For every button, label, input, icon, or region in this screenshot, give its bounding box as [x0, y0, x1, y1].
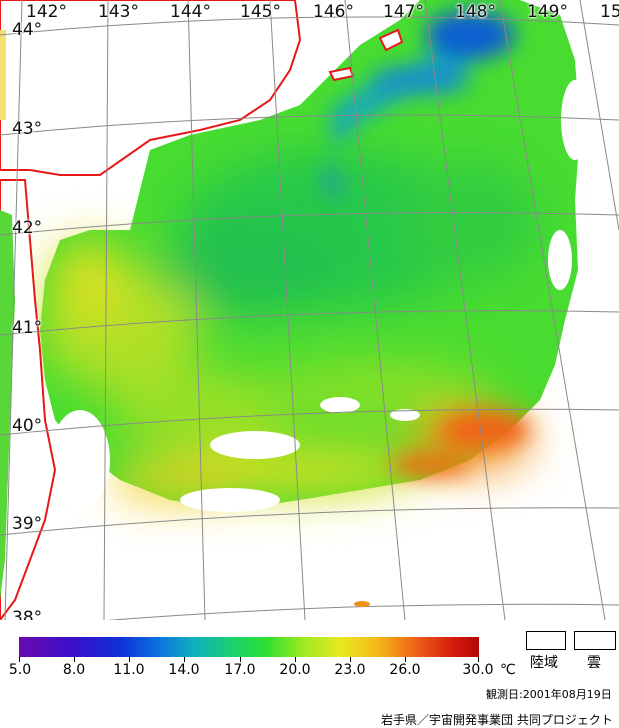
- graticule: [0, 0, 619, 620]
- lon-label-145: 145°: [240, 2, 281, 22]
- credit-line: 岩手県／宇宙開発事業団 共同プロジェクト: [381, 713, 613, 727]
- sst-field: [40, 0, 589, 512]
- lat-label-40: 40°: [12, 416, 43, 436]
- hokkaido-landmass: [0, 0, 302, 176]
- colorbar-tick-label: 20.0: [279, 662, 311, 678]
- cloud-legend-swatch: [574, 631, 616, 650]
- lon-label-146: 146°: [313, 2, 354, 22]
- lon-label-147: 147°: [383, 2, 424, 22]
- lat-label-43: 43°: [12, 119, 43, 139]
- lon-label-142: 142°: [26, 2, 67, 22]
- colorbar-tick: [405, 657, 406, 662]
- lat-label-41: 41°: [12, 318, 43, 338]
- cloud-legend-label: 雲: [587, 655, 601, 671]
- lat-label-38: 38°: [12, 608, 43, 621]
- colorbar-tick: [74, 657, 75, 662]
- colorbar-tick: [295, 657, 296, 662]
- colorbar-tick: [478, 657, 479, 662]
- kuril-island: [378, 28, 404, 52]
- land: [0, 0, 404, 620]
- colorbar-tick: [19, 657, 20, 662]
- lon-label-143: 143°: [98, 2, 139, 22]
- colorbar-unit: ℃: [500, 662, 516, 678]
- lon-label-144: 144°: [170, 2, 211, 22]
- kuril-island-2: [328, 66, 355, 82]
- lat-label-42: 42°: [12, 218, 43, 238]
- colorbar-tick-label: 30.0: [462, 662, 494, 678]
- warm-speck: [354, 601, 370, 607]
- land-legend-swatch: [526, 631, 566, 650]
- lon-label-149: 149°: [527, 2, 568, 22]
- colorbar-tick: [350, 657, 351, 662]
- map-canvas: [0, 0, 619, 620]
- lat-label-39: 39°: [12, 514, 43, 534]
- observation-date: 観測日:2001年08月19日: [486, 688, 612, 701]
- colorbar-tick-label: 14.0: [168, 662, 200, 678]
- colorbar-tick-label: 11.0: [113, 662, 145, 678]
- temperature-colorbar: [19, 637, 479, 657]
- colorbar-tick: [184, 657, 185, 662]
- colorbar-tick: [240, 657, 241, 662]
- colorbar-tick-label: 23.0: [334, 662, 366, 678]
- lon-label-148: 148°: [455, 2, 496, 22]
- colorbar-tick-label: 26.0: [389, 662, 421, 678]
- honshu-shore-green: [0, 210, 15, 600]
- land-legend-label: 陸域: [530, 655, 558, 671]
- colorbar-tick: [129, 657, 130, 662]
- lat-label-44: 44°: [12, 20, 43, 40]
- colorbar-tick-label: 17.0: [224, 662, 256, 678]
- lon-label-150: 15: [600, 2, 619, 22]
- yellow-land-strip: [0, 30, 6, 120]
- colorbar-tick-label: 5.0: [8, 662, 32, 678]
- colorbar-tick-label: 8.0: [62, 662, 86, 678]
- sea-surface-temperature-map: 142° 143° 144° 145° 146° 147° 148° 149° …: [0, 0, 619, 620]
